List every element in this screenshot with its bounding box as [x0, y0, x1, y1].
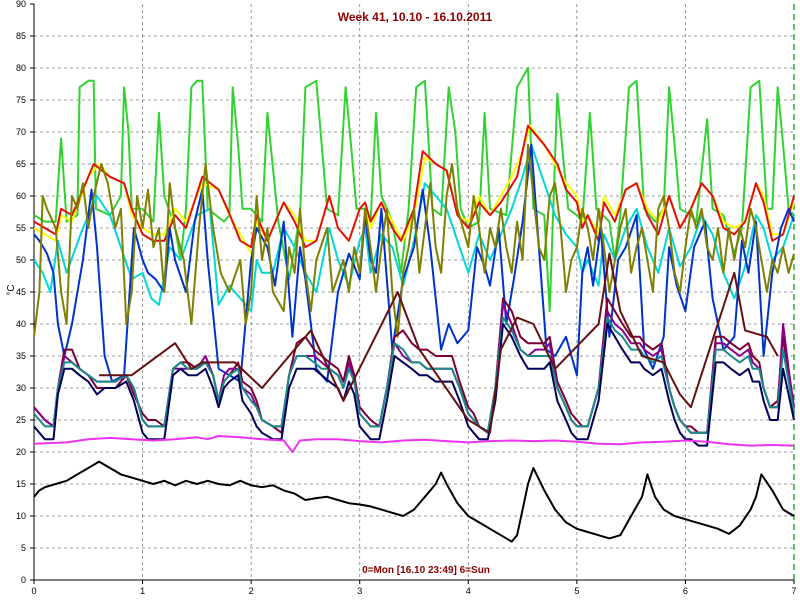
y-tick-label: 35	[16, 351, 26, 361]
x-tick-label: 1	[140, 586, 145, 596]
y-tick-label: 80	[16, 63, 26, 73]
y-tick-label: 30	[16, 383, 26, 393]
x-tick-label: 5	[574, 586, 579, 596]
chart-title: Week 41, 10.10 - 16.10.2011	[338, 10, 493, 24]
x-tick-label: 7	[791, 586, 796, 596]
series-line-11	[99, 252, 779, 434]
series-line-3	[33, 124, 795, 249]
series-line-10	[33, 323, 795, 447]
x-tick-labels: 0 1 2 3 4 5 6 7	[31, 586, 796, 596]
x-tick-label: 4	[466, 586, 471, 596]
y-tick-label: 55	[16, 223, 26, 233]
series-line-13	[33, 460, 795, 543]
x-tick-label: 2	[249, 586, 254, 596]
axes	[30, 3, 795, 584]
y-axis-label: °C	[6, 284, 17, 295]
y-tick-label: 65	[16, 159, 26, 169]
series-line-9	[33, 316, 795, 434]
y-tick-label: 25	[16, 415, 26, 425]
series-line-7	[33, 297, 795, 434]
series-line-6	[33, 143, 795, 338]
y-tick-label: 70	[16, 127, 26, 137]
x-tick-label: 3	[357, 586, 362, 596]
y-tick-label: 0	[21, 575, 26, 585]
y-tick-labels: 0 5 10 15 20 25 30 35 40 45 50 55 60 65 70 75 80 85 90	[16, 0, 26, 585]
y-tick-label: 40	[16, 319, 26, 329]
y-tick-label: 45	[16, 287, 26, 297]
series-line-1	[33, 67, 795, 313]
x-tick-label: 6	[683, 586, 688, 596]
y-tick-label: 75	[16, 95, 26, 105]
series-line-12	[33, 435, 795, 453]
series-lines	[33, 67, 795, 543]
y-tick-label: 85	[16, 31, 26, 41]
x-axis-label: 0=Mon [16.10 23:49] 6=Sun	[362, 565, 490, 576]
y-tick-label: 60	[16, 191, 26, 201]
y-tick-label: 15	[16, 479, 26, 489]
series-line-5	[33, 143, 795, 383]
y-tick-label: 5	[21, 543, 26, 553]
y-tick-label: 10	[16, 511, 26, 521]
y-tick-label: 50	[16, 255, 26, 265]
x-tick-label: 0	[31, 586, 36, 596]
y-tick-label: 90	[16, 0, 26, 9]
y-tick-label: 20	[16, 447, 26, 457]
